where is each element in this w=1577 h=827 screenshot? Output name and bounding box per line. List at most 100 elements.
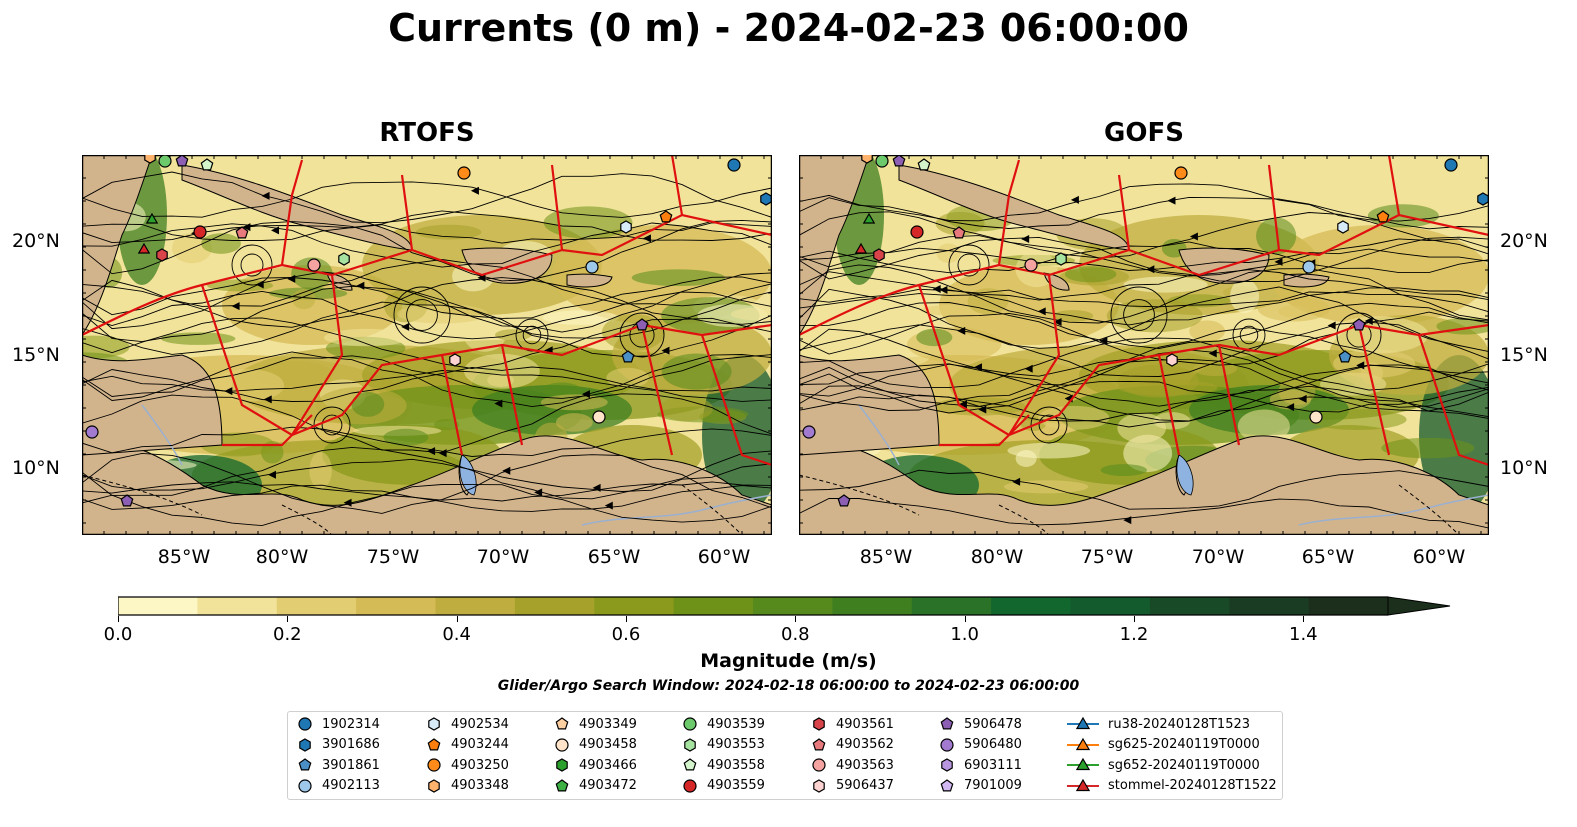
colorbar-label: Magnitude (m/s) [700,650,877,672]
current-magnitude-patch [463,316,507,352]
colorbar-tick [287,616,289,622]
colorbar-bin [1149,597,1230,615]
search-window-note: Glider/Argo Search Window: 2024-02-18 06… [497,678,1080,694]
legend-marker [813,717,825,731]
legend-marker [427,758,441,772]
float-marker [137,242,151,254]
current-magnitude-patch [309,452,332,489]
colorbar-tick-label: 0.6 [611,624,641,645]
legend-item: 4903466 [553,755,637,775]
current-streamline [799,394,1489,428]
colorbar-gradient [117,596,1451,616]
colorbar-tick-label: 1.4 [1289,624,1318,645]
float-marker [156,248,168,262]
current-magnitude-patch [207,279,274,292]
legend-marker [555,778,569,791]
streamline-arrow [224,387,233,396]
current-streamline [799,469,1489,510]
float-marker [200,158,214,171]
float-marker [621,350,635,363]
legend-label: 4903348 [451,778,509,793]
current-magnitude-patch [601,313,666,351]
colorbar-frame [117,596,1388,616]
current-magnitude-patch [543,206,633,239]
legend-label: 4903244 [451,737,509,752]
colorbar-bin [356,597,436,615]
float-marker [338,252,350,266]
legend-marker [812,758,826,772]
float-marker [862,212,876,224]
current-streamline [799,183,1489,222]
float-marker [120,494,134,507]
float-marker [1055,252,1067,266]
colorbar-bin [753,597,833,615]
legend-label: 3901861 [322,757,380,773]
eez-boundary [670,155,684,216]
colorbar-tick [1134,616,1135,622]
streamline-arrow [932,285,941,293]
current-magnitude-patch [1419,355,1489,515]
current-magnitude-patch [1308,409,1407,430]
legend-marker [298,778,312,793]
current-magnitude-patch [1230,278,1260,314]
current-magnitude-patch [555,413,593,432]
colorbar-extend-arrow [1387,596,1451,616]
legend-item: 5906478 [938,714,1022,734]
eddy-streamline [1110,286,1168,344]
legend-marker [428,717,440,731]
float-marker-icon [813,717,825,731]
lake [1176,454,1194,496]
river [858,404,900,466]
streamline-arrow [958,400,967,409]
float-marker-icon [940,737,954,752]
current-magnitude-patch [661,353,732,390]
lat-label-left: 10°N [12,457,60,479]
current-streamline [82,351,772,408]
streamline-arrow [1021,234,1030,243]
current-magnitude-patch [1257,296,1330,322]
streamline-arrow [343,498,352,507]
legend-label: 4903539 [707,716,765,732]
current-streamline [799,247,1489,271]
current-magnitude-patch [1100,464,1148,477]
float-marker-icon [555,717,569,730]
eddy-streamline [240,253,264,277]
current-magnitude-patch [324,328,410,347]
float-marker [1166,353,1178,367]
current-streamline [799,264,1489,324]
legend-label: 5906437 [836,778,894,793]
panel-title-gofs: GOFS [1104,118,1184,148]
float-marker [1444,158,1458,172]
legend-item: 4903349 [553,714,637,734]
float-marker [802,425,816,439]
eez-boundary [82,213,772,336]
legend-marker [813,778,825,793]
legend-item: 3901861 [296,755,380,775]
current-magnitude-patch [1015,449,1037,467]
land-mass [1283,273,1330,288]
eez-boundary [440,354,464,456]
eez-boundary [550,164,564,251]
legend-label: stommel-20240128T1522 [1108,778,1277,793]
colorbar-tick [1303,616,1305,622]
lon-label-rtofs: 75°W [366,546,420,568]
colorbar [117,596,1458,620]
current-streamline [799,302,1489,349]
legend-marker [683,717,697,731]
legend-item: 3901686 [296,735,380,755]
lat-label-left: 20°N [12,230,60,252]
current-streamline [799,380,1489,413]
float-marker-icon [555,737,569,752]
streamline-arrow [973,363,982,372]
legend-item: sg652-20240119T0000 [1066,755,1260,775]
eez-boundary [1417,334,1489,467]
current-streamline [799,236,1489,282]
current-streamline [82,484,772,527]
streamline-arrow [642,234,651,243]
legend-label: 4903349 [579,716,637,732]
streamline-arrow [1364,316,1373,325]
legend-item: 4902113 [296,776,380,796]
eddy-streamline [1030,406,1068,444]
current-magnitude-patch [939,265,1119,345]
colorbar-bin [911,597,992,615]
